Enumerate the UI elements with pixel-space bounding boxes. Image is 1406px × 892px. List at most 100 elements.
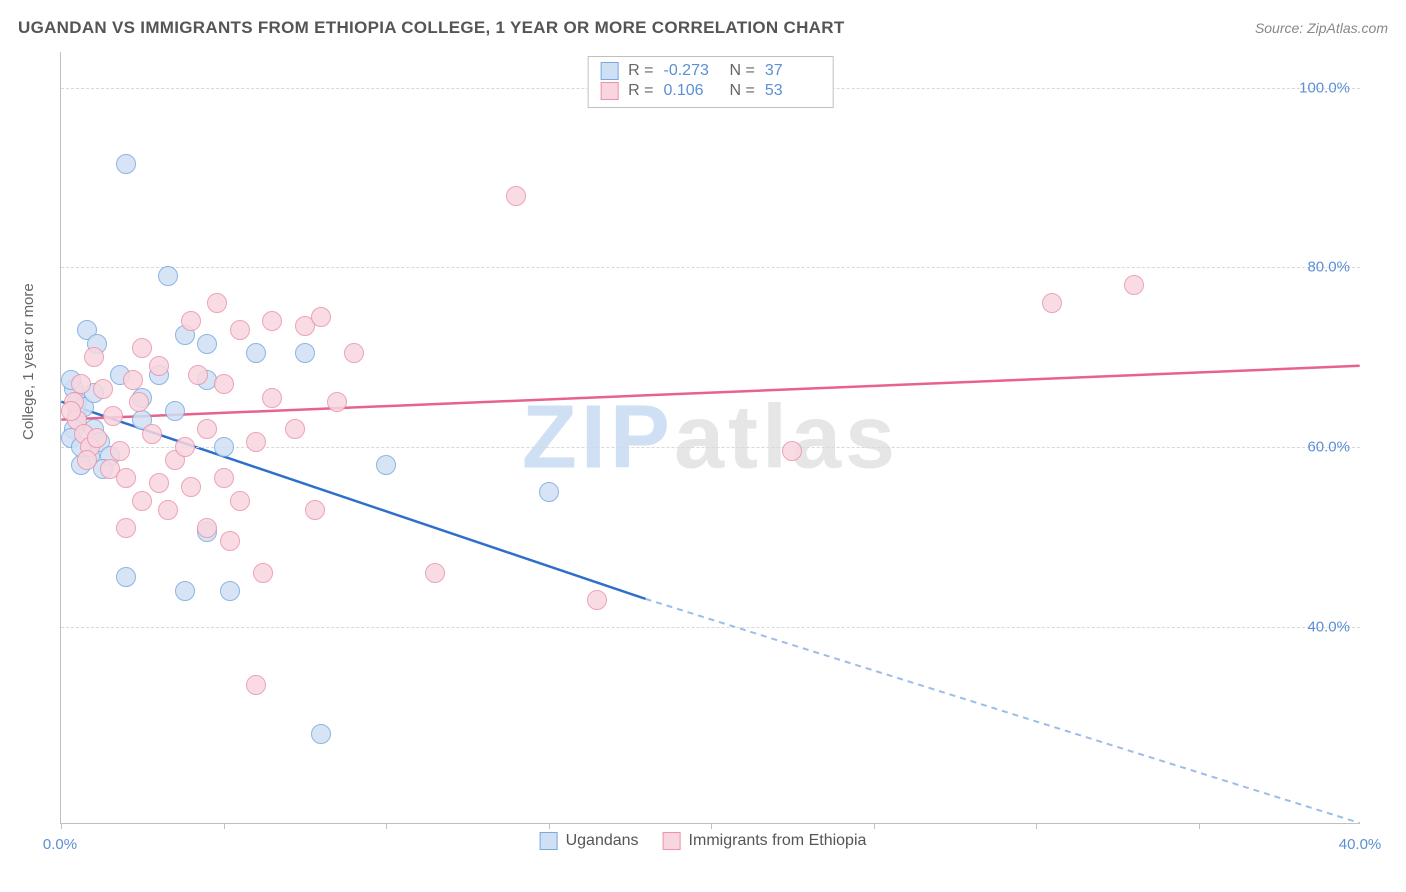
scatter-point-ugandans (197, 334, 217, 354)
scatter-point-ethiopia (285, 419, 305, 439)
gridline-h (61, 267, 1360, 268)
legend-R-label: R = (628, 62, 653, 80)
scatter-point-ethiopia (311, 307, 331, 327)
legend-series-item-1: Immigrants from Ethiopia (663, 832, 867, 850)
scatter-point-ethiopia (142, 424, 162, 444)
scatter-point-ugandans (158, 266, 178, 286)
scatter-point-ugandans (295, 343, 315, 363)
scatter-plot-area: ZIPatlas R = -0.273 N = 37 R = 0.106 N =… (60, 52, 1360, 824)
legend-series-label-1: Immigrants from Ethiopia (689, 832, 867, 850)
x-tick-label: 0.0% (43, 836, 77, 853)
scatter-point-ethiopia (1124, 275, 1144, 295)
y-axis-label: College, 1 year or more (20, 283, 37, 440)
legend-swatch-b0 (540, 832, 558, 850)
y-tick-label: 40.0% (1307, 618, 1350, 635)
trend-line-ugandans-extrapolated (646, 599, 1360, 823)
gridline-h (61, 627, 1360, 628)
scatter-point-ugandans (165, 401, 185, 421)
legend-stats-row-0: R = -0.273 N = 37 (600, 61, 821, 81)
watermark: ZIPatlas (522, 386, 899, 489)
x-tick (386, 823, 387, 829)
y-tick-label: 80.0% (1307, 259, 1350, 276)
y-tick-label: 100.0% (1299, 79, 1350, 96)
scatter-point-ethiopia (246, 675, 266, 695)
x-tick (224, 823, 225, 829)
scatter-point-ethiopia (158, 500, 178, 520)
scatter-point-ethiopia (344, 343, 364, 363)
legend-swatch-b1 (663, 832, 681, 850)
scatter-point-ethiopia (87, 428, 107, 448)
legend-N-label: N = (730, 62, 755, 80)
scatter-point-ethiopia (123, 370, 143, 390)
x-tick (711, 823, 712, 829)
scatter-point-ugandans (539, 482, 559, 502)
scatter-point-ethiopia (220, 531, 240, 551)
x-tick (874, 823, 875, 829)
legend-N-value-1: 53 (765, 82, 821, 100)
scatter-point-ethiopia (129, 392, 149, 412)
x-tick (549, 823, 550, 829)
scatter-point-ethiopia (61, 401, 81, 421)
scatter-point-ugandans (116, 567, 136, 587)
legend-N-value-0: 37 (765, 62, 821, 80)
scatter-point-ethiopia (230, 491, 250, 511)
scatter-point-ethiopia (103, 406, 123, 426)
scatter-point-ethiopia (110, 441, 130, 461)
scatter-point-ethiopia (782, 441, 802, 461)
chart-source: Source: ZipAtlas.com (1255, 20, 1388, 36)
scatter-point-ethiopia (587, 590, 607, 610)
legend-swatch-0 (600, 62, 618, 80)
scatter-point-ethiopia (207, 293, 227, 313)
legend-stats-row-1: R = 0.106 N = 53 (600, 81, 821, 101)
source-name: ZipAtlas.com (1307, 20, 1388, 36)
legend-series-item-0: Ugandans (540, 832, 639, 850)
scatter-point-ethiopia (77, 450, 97, 470)
scatter-point-ugandans (175, 581, 195, 601)
scatter-point-ethiopia (116, 518, 136, 538)
legend-R-label: R = (628, 82, 653, 100)
scatter-point-ethiopia (149, 356, 169, 376)
x-tick (1036, 823, 1037, 829)
watermark-part1: ZIP (522, 387, 674, 487)
scatter-point-ugandans (311, 724, 331, 744)
scatter-point-ethiopia (132, 338, 152, 358)
source-prefix: Source: (1255, 20, 1307, 36)
legend-swatch-1 (600, 82, 618, 100)
legend-series-label-0: Ugandans (566, 832, 639, 850)
scatter-point-ugandans (116, 154, 136, 174)
x-tick (1199, 823, 1200, 829)
legend-R-value-0: -0.273 (664, 62, 720, 80)
scatter-point-ethiopia (305, 500, 325, 520)
scatter-point-ethiopia (149, 473, 169, 493)
scatter-point-ethiopia (214, 374, 234, 394)
legend-series-box: Ugandans Immigrants from Ethiopia (540, 832, 867, 850)
scatter-point-ethiopia (246, 432, 266, 452)
scatter-point-ethiopia (262, 388, 282, 408)
legend-R-value-1: 0.106 (664, 82, 720, 100)
scatter-point-ethiopia (197, 518, 217, 538)
scatter-point-ethiopia (181, 477, 201, 497)
scatter-point-ethiopia (1042, 293, 1062, 313)
x-tick-label: 40.0% (1339, 836, 1382, 853)
legend-stats-box: R = -0.273 N = 37 R = 0.106 N = 53 (587, 56, 834, 108)
chart-header: UGANDAN VS IMMIGRANTS FROM ETHIOPIA COLL… (18, 18, 1388, 38)
scatter-point-ethiopia (175, 437, 195, 457)
scatter-point-ethiopia (214, 468, 234, 488)
scatter-point-ethiopia (197, 419, 217, 439)
x-tick (61, 823, 62, 829)
watermark-part2: atlas (674, 387, 899, 487)
scatter-point-ethiopia (253, 563, 273, 583)
chart-title: UGANDAN VS IMMIGRANTS FROM ETHIOPIA COLL… (18, 18, 845, 38)
scatter-point-ethiopia (327, 392, 347, 412)
scatter-point-ethiopia (181, 311, 201, 331)
scatter-point-ethiopia (84, 347, 104, 367)
scatter-point-ethiopia (425, 563, 445, 583)
scatter-point-ethiopia (188, 365, 208, 385)
scatter-point-ugandans (246, 343, 266, 363)
y-tick-label: 60.0% (1307, 438, 1350, 455)
scatter-point-ugandans (220, 581, 240, 601)
scatter-point-ugandans (376, 455, 396, 475)
scatter-point-ethiopia (262, 311, 282, 331)
scatter-point-ethiopia (230, 320, 250, 340)
legend-N-label: N = (730, 82, 755, 100)
